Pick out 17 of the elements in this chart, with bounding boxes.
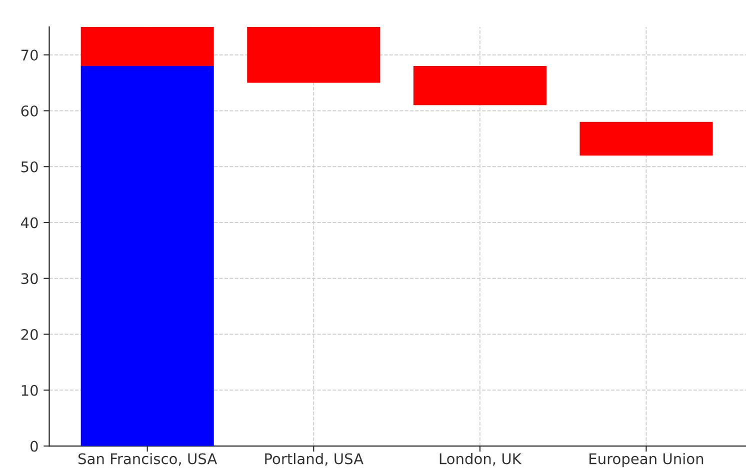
y-tick-label: 10	[22, 384, 38, 396]
x-tick-label: London, UK	[440, 452, 522, 466]
bar	[413, 66, 546, 106]
y-tick-label: 30	[21, 273, 38, 284]
x-tick-label: European Union	[590, 452, 704, 468]
bar	[80, 66, 214, 446]
y-tick-label: 70	[21, 50, 38, 61]
y-tick-label: 20	[21, 328, 38, 340]
bar	[580, 122, 713, 156]
x-tick-label: Portland, USA	[265, 452, 364, 466]
x-tick-label: San Francisco, USA	[78, 452, 218, 466]
y-tick-label: 60	[21, 105, 38, 116]
y-tick-label: 50	[21, 161, 38, 172]
bar	[247, 26, 380, 83]
y-tick-label: 0	[30, 440, 38, 452]
bar	[80, 26, 214, 66]
y-tick-label: 40	[20, 217, 38, 228]
